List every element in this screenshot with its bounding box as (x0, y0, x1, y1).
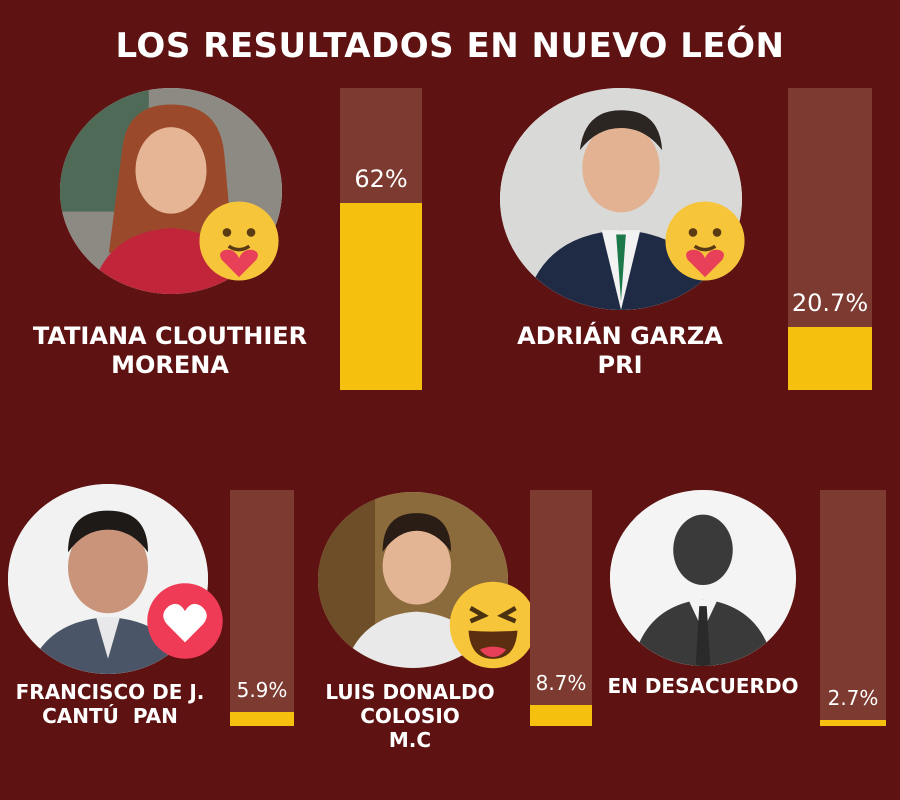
bar-value-label: 8.7% (535, 671, 587, 695)
bar-track-luis: 8.7% (530, 490, 592, 726)
bar-value-label: 20.7% (791, 289, 869, 317)
bar-value-label: 5.9% (236, 678, 288, 702)
name-line: M.C (388, 728, 432, 752)
bar-track-tatiana: 62% (340, 88, 422, 390)
bar-value-label: 2.7% (827, 686, 879, 710)
name-line: MORENA (111, 350, 229, 379)
name-line: CANTÚ PAN (42, 704, 178, 728)
anonymous-person-photo (610, 490, 796, 666)
love-heart-icon (144, 580, 226, 662)
candidate-photo-tatiana (60, 88, 282, 294)
bar-fill (230, 712, 294, 726)
care-hug-icon (662, 198, 748, 284)
care-hug-icon (196, 198, 282, 284)
candidate-name-francisco: FRANCISCO DE J. CANTÚ PAN (0, 680, 220, 728)
bar-value-label: 62% (354, 165, 408, 193)
option-name-desacuerdo: EN DESACUERDO (600, 674, 806, 698)
bar-fill (530, 705, 592, 726)
name-line: FRANCISCO DE J. (15, 680, 205, 704)
name-line: EN DESACUERDO (607, 674, 799, 698)
candidate-name-luis: LUIS DONALDO COLOSIO M.C (305, 680, 515, 752)
bar-track-adrian: 20.7% (788, 88, 872, 390)
bar-track-desacuerdo: 2.7% (820, 490, 886, 726)
bar-fill (788, 327, 872, 390)
name-line: LUIS DONALDO (325, 680, 495, 704)
name-line: TATIANA CLOUTHIER (32, 322, 308, 350)
name-line: PRI (597, 350, 643, 379)
candidate-name-tatiana: TATIANA CLOUTHIER MORENA (20, 322, 320, 380)
laughing-face-icon (446, 578, 540, 672)
bar-fill (340, 203, 422, 390)
chart-title: LOS RESULTADOS EN NUEVO LEÓN (115, 26, 785, 66)
bar-track-francisco: 5.9% (230, 490, 294, 726)
name-line: ADRIÁN GARZA (517, 322, 723, 350)
name-line: COLOSIO (360, 704, 460, 728)
candidate-name-adrian: ADRIÁN GARZA PRI (470, 322, 770, 380)
bar-fill (820, 720, 886, 726)
